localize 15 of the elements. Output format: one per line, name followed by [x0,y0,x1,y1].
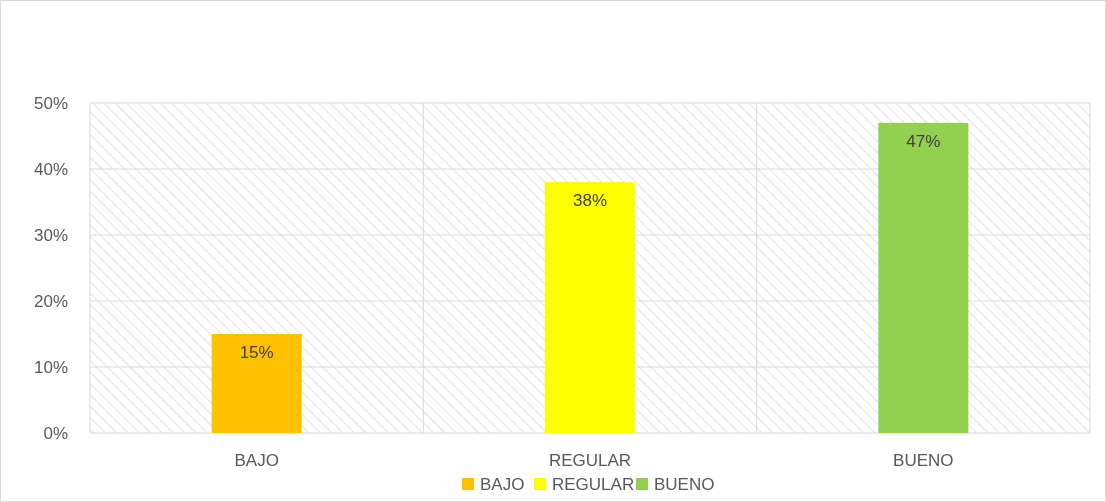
y-tick-label: 30% [33,225,68,245]
legend-label: BUENO [654,475,715,494]
y-tick-label: 40% [33,159,68,179]
y-tick-label: 50% [33,93,68,113]
x-tick-label: BAJO [234,451,279,470]
x-tick-label: BUENO [893,451,954,470]
y-tick-label: 20% [33,291,68,311]
data-label: 38% [572,191,608,211]
data-label: 47% [906,131,941,151]
legend-label: BAJO [480,475,525,494]
legend-label: REGULAR [552,475,635,494]
y-tick-label: 0% [43,423,68,443]
data-label: 15% [239,343,274,362]
x-tick-label: REGULAR [548,451,632,470]
y-tick-label: 10% [33,357,68,377]
